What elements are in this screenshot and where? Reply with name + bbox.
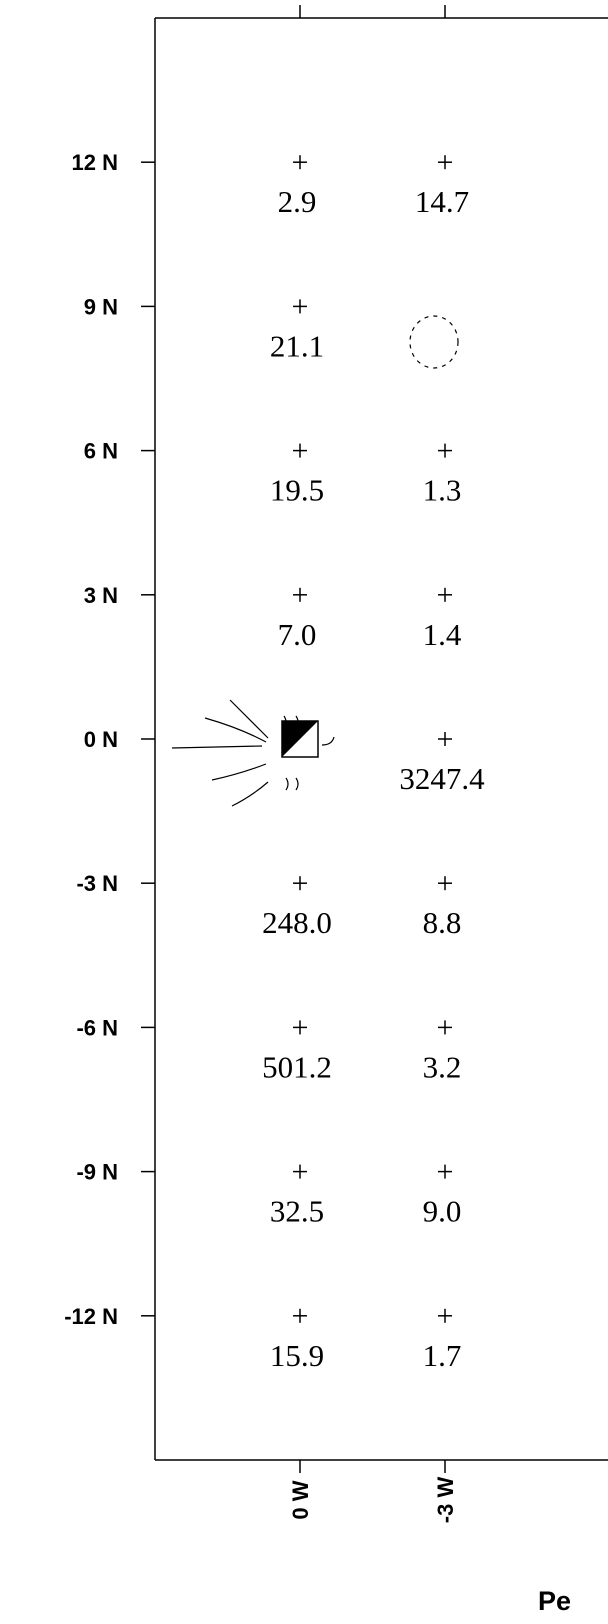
value-label: 1.7 (423, 1338, 462, 1373)
y-tick-label: -9 N (76, 1160, 118, 1185)
y-tick-label: 6 N (84, 439, 118, 464)
value-label: 21.1 (270, 328, 324, 363)
value-label: 14.7 (415, 184, 469, 219)
scribble (172, 700, 268, 806)
value-label: 248.0 (262, 905, 332, 940)
value-label: 1.4 (423, 617, 462, 652)
x-axis-label: Pe (538, 1586, 571, 1616)
value-label: 9.0 (423, 1194, 462, 1229)
y-tick-label: 3 N (84, 583, 118, 608)
x-tick-label: 0 W (288, 1480, 313, 1519)
value-label: 15.9 (270, 1338, 324, 1373)
value-label: 3.2 (423, 1049, 462, 1084)
y-tick-label: 9 N (84, 294, 118, 319)
value-label: 32.5 (270, 1194, 324, 1229)
y-tick-label: -6 N (76, 1015, 118, 1040)
value-label: 19.5 (270, 473, 324, 508)
value-label: 8.8 (423, 905, 462, 940)
value-label: 7.0 (278, 617, 317, 652)
value-label: 2.9 (278, 184, 317, 219)
value-label: 501.2 (262, 1049, 332, 1084)
y-tick-label: -3 N (76, 871, 118, 896)
x-tick-label: -3 W (433, 1477, 458, 1524)
y-tick-label: 0 N (84, 727, 118, 752)
value-label: 3247.4 (399, 761, 485, 796)
chart: 12 N 9 N 6 N 3 N 0 N -3 N -6 N -9 N -12 N 0 W -3 W… (0, 0, 608, 1624)
y-tick-label: 12 N (72, 150, 118, 175)
y-tick-label: -12 N (64, 1304, 118, 1329)
value-label: 1.3 (423, 473, 462, 508)
scribble (410, 316, 458, 368)
